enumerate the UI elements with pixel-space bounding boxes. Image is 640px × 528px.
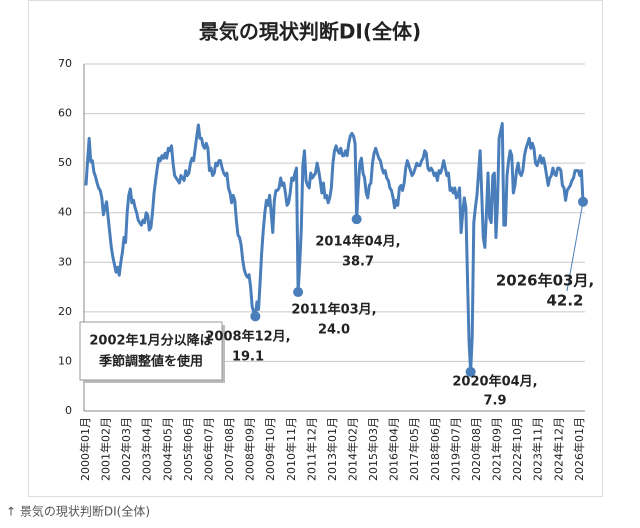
x-tick-label: 2006年07月 xyxy=(201,417,215,481)
x-tick-label: 2007年08月 xyxy=(222,417,236,481)
x-tick-label: 2015年03月 xyxy=(366,417,380,481)
value-label: 7.9 xyxy=(483,394,506,409)
x-tick-label: 2016年04月 xyxy=(387,417,401,481)
x-tick-label: 2013年01月 xyxy=(325,417,339,481)
note-line: 季節調整値を使用 xyxy=(98,354,203,370)
x-tick-label: 2000年01月 xyxy=(78,417,92,481)
caption: ↑ 景気の現状判断DI(全体) xyxy=(6,504,150,519)
value-label: 42.2 xyxy=(546,292,583,310)
x-tick-label: 2019年07月 xyxy=(448,417,462,481)
value-label: 38.7 xyxy=(342,255,374,270)
y-tick-label: 20 xyxy=(58,305,72,318)
data-point xyxy=(250,311,261,322)
y-tick-label: 30 xyxy=(58,255,72,268)
chart-title: 景気の現状判断DI(全体) xyxy=(199,20,421,44)
x-tick-label: 2021年09月 xyxy=(490,417,504,481)
annotation-date: 2020年04月, xyxy=(452,374,537,390)
x-tick-label: 2026年01月 xyxy=(572,417,586,481)
x-tick-label: 2008年09月 xyxy=(243,417,257,481)
y-tick-label: 0 xyxy=(65,404,72,417)
value-label: 19.1 xyxy=(232,350,264,365)
x-tick-label: 2004年05月 xyxy=(160,417,174,481)
annotation-date: 2011年03月, xyxy=(291,302,376,318)
x-tick-label: 2003年04月 xyxy=(140,417,154,481)
data-line xyxy=(84,121,585,374)
data-point xyxy=(293,287,304,298)
x-tick-label: 2014年02月 xyxy=(345,417,359,481)
annotation-date: 2026年03月, xyxy=(496,272,594,290)
data-point xyxy=(351,214,362,225)
x-tick-label: 2017年05月 xyxy=(407,417,421,481)
y-tick-label: 70 xyxy=(58,57,72,70)
y-tick-label: 10 xyxy=(58,354,72,367)
data-point xyxy=(465,366,476,377)
x-tick-label: 2022年10月 xyxy=(510,417,524,481)
x-tick-label: 2011年12月 xyxy=(304,417,318,481)
x-tick-label: 2002年03月 xyxy=(119,417,133,481)
x-tick-label: 2009年10月 xyxy=(263,417,277,481)
y-tick-label: 40 xyxy=(58,206,72,219)
leader-line xyxy=(566,201,584,292)
y-tick-label: 50 xyxy=(58,156,72,169)
x-tick-label: 2001年02月 xyxy=(99,417,113,481)
x-tick-label: 2023年11月 xyxy=(531,417,545,481)
y-tick-label: 60 xyxy=(58,107,72,120)
value-label: 24.0 xyxy=(318,323,350,338)
x-tick-label: 2024年12月 xyxy=(551,417,565,481)
note-box xyxy=(79,321,223,381)
note-line: 2002年1月分以降は xyxy=(89,333,212,349)
x-tick-label: 2010年11月 xyxy=(284,417,298,481)
x-tick-label: 2005年06月 xyxy=(181,417,195,481)
x-tick-label: 2020年08月 xyxy=(469,417,483,481)
annotation-date: 2008年12月, xyxy=(205,329,290,345)
x-tick-label: 2018年06月 xyxy=(428,417,442,481)
annotation-date: 2014年04月, xyxy=(315,234,400,250)
